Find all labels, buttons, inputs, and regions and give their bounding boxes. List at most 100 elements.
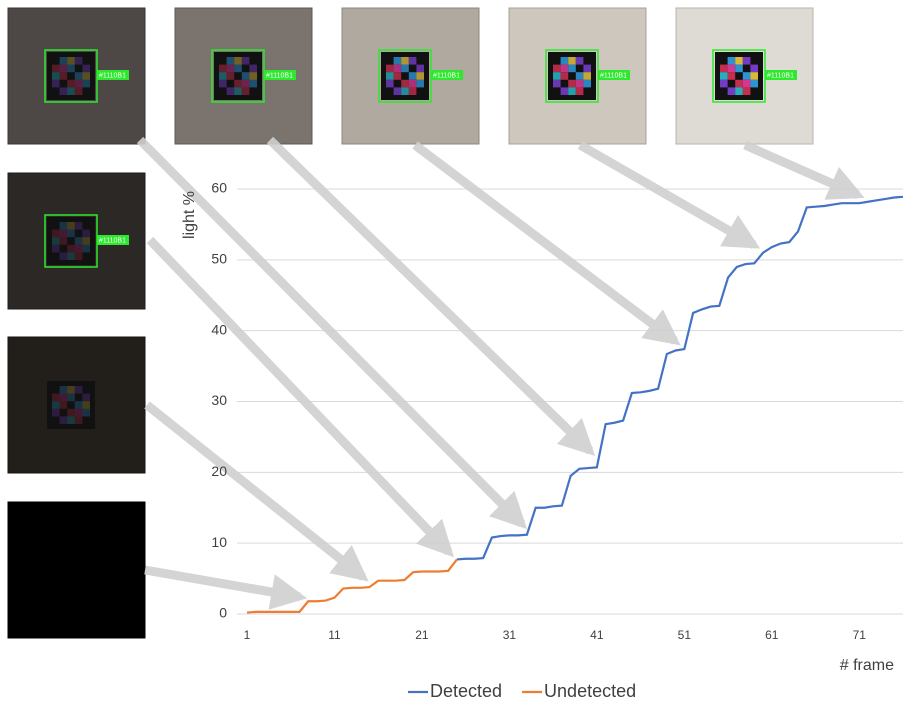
- marker-cell: [60, 230, 68, 238]
- y-tick-label: 10: [211, 534, 227, 550]
- x-tick-label: 1: [244, 628, 251, 642]
- x-tick-label: 41: [590, 628, 604, 642]
- arrow: [150, 240, 449, 552]
- y-tick-label: 30: [211, 392, 227, 408]
- marker-cell: [82, 245, 90, 253]
- marker-cell: [227, 57, 235, 65]
- marker-cell: [60, 394, 68, 402]
- marker-cell: [75, 401, 83, 409]
- thumbnail: #1110B1: [8, 173, 145, 309]
- marker-cell: [249, 80, 257, 88]
- marker-cell: [735, 80, 743, 88]
- marker-cell: [60, 416, 68, 424]
- marker-cell: [583, 72, 591, 80]
- marker-cell: [735, 57, 743, 65]
- marker-label: #1110B1: [767, 72, 794, 79]
- marker-cell: [52, 409, 60, 417]
- series-line: [457, 197, 903, 560]
- marker-cell: [409, 80, 417, 88]
- marker-cell: [67, 87, 75, 95]
- marker-cell: [82, 230, 90, 238]
- marker-cell: [743, 87, 751, 95]
- x-tick-label: 71: [853, 628, 867, 642]
- marker-cell: [242, 72, 250, 80]
- marker-cell: [750, 65, 758, 73]
- marker-cell: [394, 65, 402, 73]
- marker-cell: [394, 57, 402, 65]
- marker-cell: [401, 87, 409, 95]
- marker-cell: [568, 57, 576, 65]
- thumbnail: #1110B1: [676, 8, 813, 144]
- marker-cell: [728, 87, 736, 95]
- marker-cell: [568, 80, 576, 88]
- marker-cell: [75, 237, 83, 245]
- marker-cell: [67, 245, 75, 253]
- marker-cell: [75, 386, 83, 394]
- marker-label: #1110B1: [600, 72, 627, 79]
- marker-cell: [249, 65, 257, 73]
- thumbnail: [8, 502, 145, 638]
- marker-cell: [576, 72, 584, 80]
- marker-cell: [394, 87, 402, 95]
- marker-cell: [242, 87, 250, 95]
- marker-cell: [60, 252, 68, 260]
- marker-cell: [401, 57, 409, 65]
- marker-cell: [60, 72, 68, 80]
- marker-cell: [743, 72, 751, 80]
- legend-label: Undetected: [544, 681, 636, 701]
- y-tick-label: 0: [219, 605, 227, 621]
- marker-cell: [386, 72, 394, 80]
- marker-cell: [60, 222, 68, 230]
- marker-cell: [52, 245, 60, 253]
- marker-label: #1110B1: [266, 72, 293, 79]
- thumbnail: [8, 337, 145, 473]
- marker-cell: [750, 72, 758, 80]
- marker-cell: [409, 87, 417, 95]
- marker-cell: [67, 80, 75, 88]
- marker-cell: [227, 87, 235, 95]
- marker-cell: [52, 65, 60, 73]
- marker-cell: [553, 72, 561, 80]
- arrow: [270, 140, 590, 451]
- marker-cell: [553, 65, 561, 73]
- marker-cell: [553, 80, 561, 88]
- marker-cell: [67, 57, 75, 65]
- marker-cell: [75, 80, 83, 88]
- marker-cell: [416, 72, 424, 80]
- marker-cell: [735, 87, 743, 95]
- marker-label: #1110B1: [99, 72, 126, 79]
- marker-cell: [568, 87, 576, 95]
- marker-cell: [401, 80, 409, 88]
- marker-cell: [60, 386, 68, 394]
- marker-cell: [52, 394, 60, 402]
- marker-cell: [743, 57, 751, 65]
- marker-cell: [234, 80, 242, 88]
- marker-cell: [219, 65, 227, 73]
- thumbnail: #1110B1: [509, 8, 646, 144]
- marker-cell: [75, 252, 83, 260]
- marker-cell: [583, 80, 591, 88]
- marker-cell: [82, 401, 90, 409]
- figure: #1110B1#1110B1#1110B1#1110B1#1110B1#1110…: [0, 0, 904, 705]
- marker-cell: [561, 72, 569, 80]
- marker-cell: [67, 252, 75, 260]
- marker-cell: [82, 394, 90, 402]
- marker-cell: [82, 237, 90, 245]
- marker-cell: [52, 401, 60, 409]
- arrow: [145, 570, 300, 597]
- y-tick-label: 60: [211, 180, 227, 196]
- marker-cell: [720, 65, 728, 73]
- x-tick-label: 51: [678, 628, 692, 642]
- marker-cell: [561, 57, 569, 65]
- marker-cell: [52, 80, 60, 88]
- y-tick-label: 40: [211, 321, 227, 337]
- marker-cell: [416, 80, 424, 88]
- marker-cell: [75, 72, 83, 80]
- thumbnail-bg: [8, 502, 145, 638]
- marker-cell: [386, 80, 394, 88]
- marker-cell: [60, 65, 68, 73]
- marker-label: #1110B1: [99, 237, 126, 244]
- marker-cell: [728, 65, 736, 73]
- marker-cell: [52, 237, 60, 245]
